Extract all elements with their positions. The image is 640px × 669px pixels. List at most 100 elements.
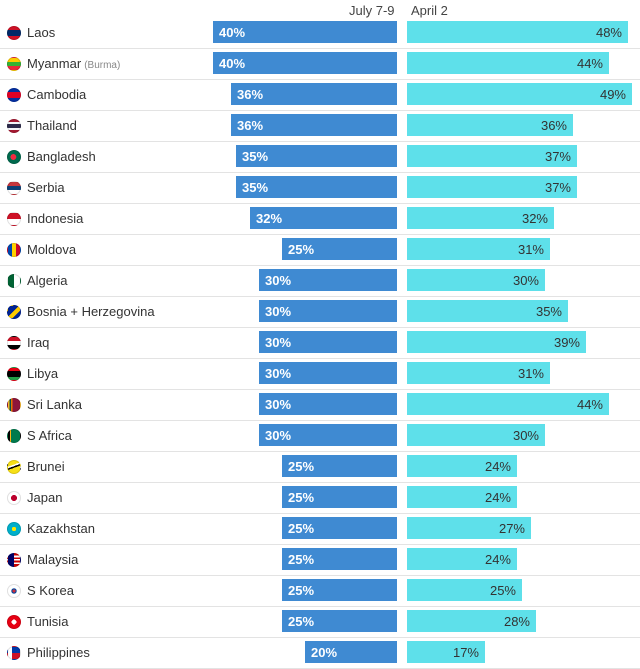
bar-july: 36% — [231, 114, 397, 136]
value-label-april: 24% — [484, 552, 511, 567]
country-name: Thailand — [27, 118, 77, 133]
chart-row: Tunisia 25% 28% — [0, 607, 640, 638]
flag-icon — [7, 57, 21, 71]
country-label: Philippines — [27, 645, 90, 660]
bar-july: 25% — [282, 455, 397, 477]
value-label-april: 31% — [517, 242, 544, 257]
value-label-july: 25% — [288, 583, 315, 598]
value-label-july: 30% — [265, 304, 292, 319]
value-label-april: 25% — [489, 583, 516, 598]
bar-july: 25% — [282, 517, 397, 539]
value-label-july: 36% — [237, 118, 264, 133]
flag-icon — [7, 305, 21, 319]
chart-row: Bosnia + Herzegovina 30% 35% — [0, 297, 640, 328]
country-name: Brunei — [27, 459, 65, 474]
country-sublabel: (Burma) — [84, 60, 121, 71]
country-name: Moldova — [27, 242, 77, 257]
value-label-april: 37% — [544, 180, 571, 195]
bar-july: 25% — [282, 238, 397, 260]
chart-row: S Africa 30% 30% — [0, 421, 640, 452]
bar-april: 37% — [407, 145, 577, 167]
bar-april: 36% — [407, 114, 573, 136]
value-label-april: 39% — [553, 335, 580, 350]
country-label: Thailand — [27, 118, 77, 133]
bar-april: 17% — [407, 641, 485, 663]
country-name: Sri Lanka — [27, 397, 82, 412]
bar-april: 24% — [407, 455, 517, 477]
bar-july: 30% — [259, 424, 397, 446]
bar-april: 49% — [407, 83, 632, 105]
value-label-july: 36% — [237, 87, 264, 102]
value-label-april: 36% — [540, 118, 567, 133]
bar-july: 35% — [236, 145, 397, 167]
value-label-april: 24% — [484, 490, 511, 505]
country-name: S Korea — [27, 583, 74, 598]
value-label-april: 37% — [544, 149, 571, 164]
chart-row: Libya 30% 31% — [0, 359, 640, 390]
country-label: Brunei — [27, 459, 65, 474]
country-label: Bangladesh — [27, 149, 96, 164]
bar-july: 25% — [282, 486, 397, 508]
value-label-april: 30% — [512, 428, 539, 443]
country-label: Malaysia — [27, 552, 78, 567]
chart-row: Serbia 35% 37% — [0, 173, 640, 204]
bar-april: 24% — [407, 548, 517, 570]
chart-row: Cambodia 36% 49% — [0, 80, 640, 111]
value-label-april: 35% — [535, 304, 562, 319]
value-label-july: 30% — [265, 366, 292, 381]
country-name: Kazakhstan — [27, 521, 95, 536]
country-name: Philippines — [27, 645, 90, 660]
bar-july: 25% — [282, 579, 397, 601]
flag-icon — [7, 398, 21, 412]
bar-july: 36% — [231, 83, 397, 105]
value-label-july: 25% — [288, 521, 315, 536]
bar-april: 30% — [407, 269, 545, 291]
bar-july: 30% — [259, 300, 397, 322]
bar-april: 44% — [407, 393, 609, 415]
value-label-july: 35% — [242, 149, 269, 164]
country-label: Cambodia — [27, 87, 86, 102]
flag-icon — [7, 460, 21, 474]
chart-row: Malaysia 25% 24% — [0, 545, 640, 576]
flag-icon — [7, 646, 21, 660]
flag-icon — [7, 429, 21, 443]
value-label-april: 32% — [521, 211, 548, 226]
value-label-july: 25% — [288, 490, 315, 505]
country-name: Cambodia — [27, 87, 87, 102]
chart-row: Bangladesh 35% 37% — [0, 142, 640, 173]
country-name: Bosnia + Herzegovina — [27, 304, 155, 319]
country-name: Indonesia — [27, 211, 84, 226]
flag-icon — [7, 491, 21, 505]
flag-icon — [7, 181, 21, 195]
bar-july: 30% — [259, 362, 397, 384]
value-label-april: 28% — [503, 614, 530, 629]
country-name: Iraq — [27, 335, 50, 350]
bar-april: 28% — [407, 610, 536, 632]
value-label-july: 30% — [265, 397, 292, 412]
value-label-july: 32% — [256, 211, 283, 226]
value-label-april: 24% — [484, 459, 511, 474]
flag-icon — [7, 212, 21, 226]
bar-july: 20% — [305, 641, 397, 663]
country-name: Libya — [27, 366, 59, 381]
country-name: S Africa — [27, 428, 72, 443]
bar-july: 40% — [213, 21, 397, 43]
bar-july: 25% — [282, 610, 397, 632]
country-name: Malaysia — [27, 552, 79, 567]
chart-row: Japan 25% 24% — [0, 483, 640, 514]
country-label: Myanmar (Burma) — [27, 56, 120, 71]
bar-april: 24% — [407, 486, 517, 508]
value-label-april: 49% — [599, 87, 626, 102]
value-label-july: 25% — [288, 459, 315, 474]
value-label-july: 30% — [265, 335, 292, 350]
bar-april: 27% — [407, 517, 531, 539]
flag-icon — [7, 274, 21, 288]
country-label: Laos — [27, 25, 55, 40]
value-label-april: 17% — [452, 645, 479, 660]
chart-row: Philippines 20% 17% — [0, 638, 640, 669]
chart-row: Moldova 25% 31% — [0, 235, 640, 266]
flag-icon — [7, 26, 21, 40]
legend-july: July 7-9 — [349, 3, 395, 18]
chart-row: Thailand 36% 36% — [0, 111, 640, 142]
